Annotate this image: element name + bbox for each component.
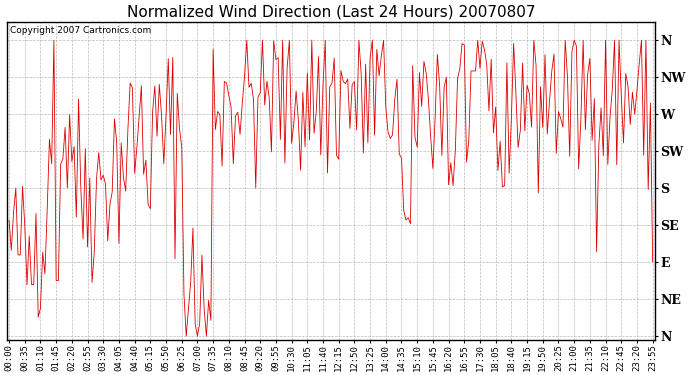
- Title: Normalized Wind Direction (Last 24 Hours) 20070807: Normalized Wind Direction (Last 24 Hours…: [126, 4, 535, 19]
- Text: Copyright 2007 Cartronics.com: Copyright 2007 Cartronics.com: [10, 27, 151, 36]
